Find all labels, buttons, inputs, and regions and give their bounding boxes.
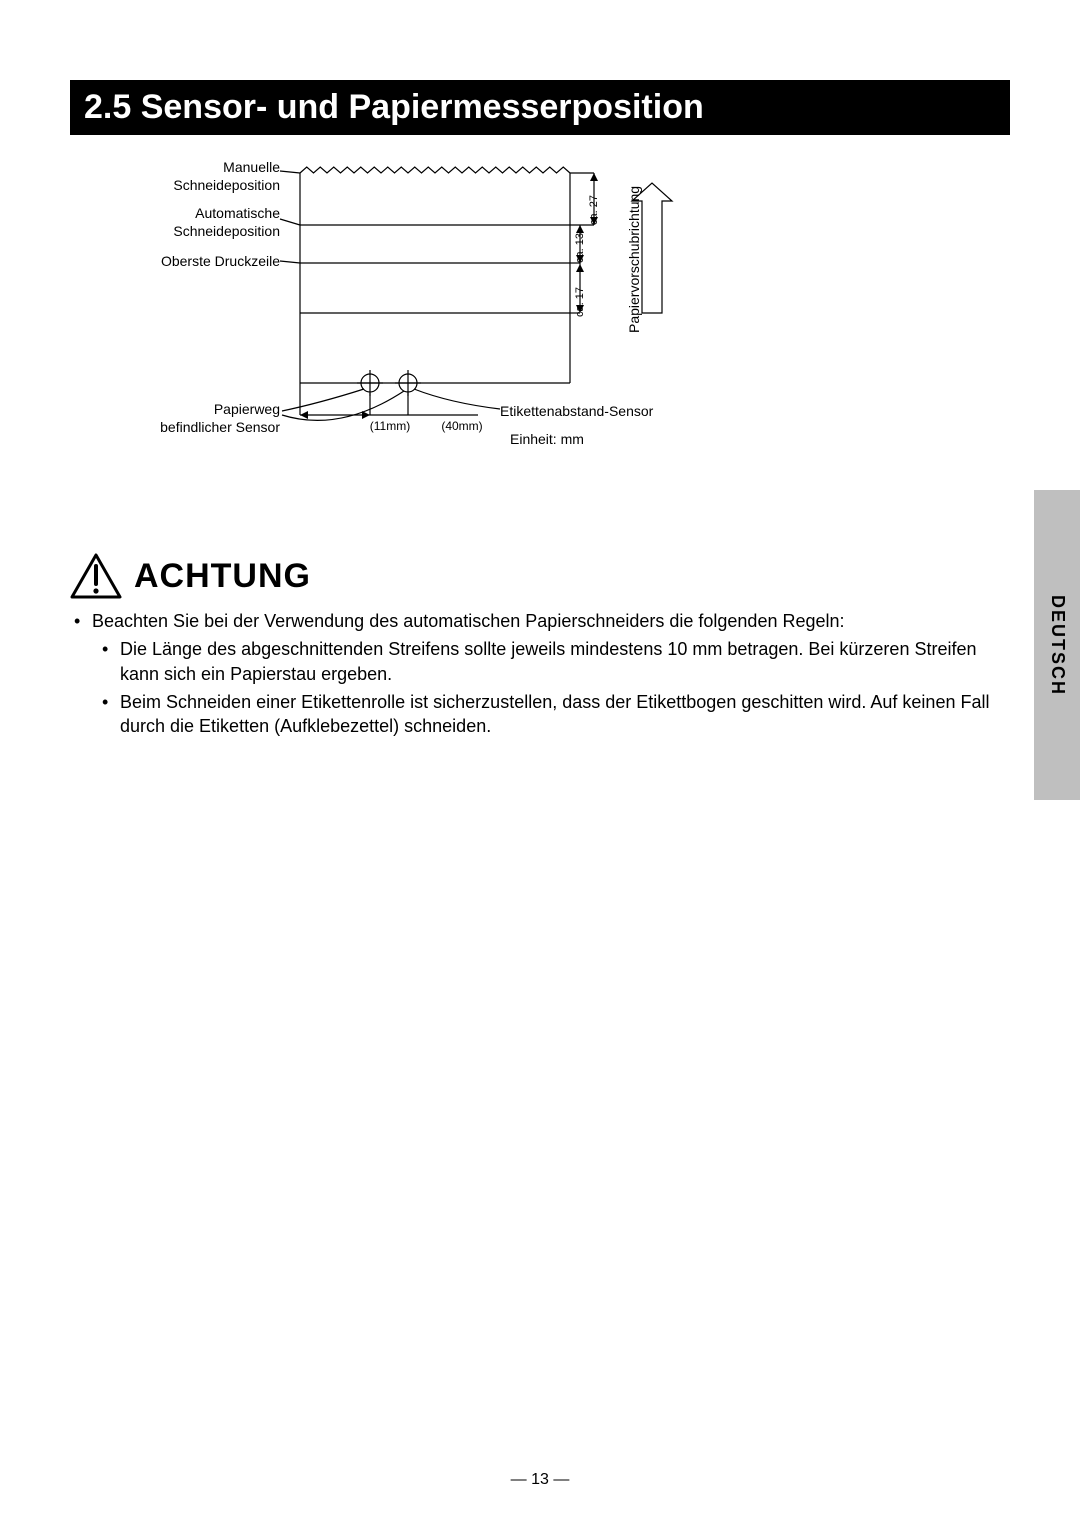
warning-inner-list: Die Länge des abgeschnittenden Streifens…: [92, 637, 1010, 738]
warning-heading: ACHTUNG: [70, 553, 1010, 599]
label-paper-path-sensor: Papierwegbefindlicher Sensor: [100, 401, 280, 436]
warning-icon: [70, 553, 122, 599]
label-gap-sensor: Etikettenabstand-Sensor: [500, 403, 720, 421]
list-item: Beachten Sie bei der Verwendung des auto…: [70, 609, 1010, 738]
warning-list: Beachten Sie bei der Verwendung des auto…: [70, 609, 1010, 738]
section-header: 2.5 Sensor- und Papiermesserposition: [70, 80, 1010, 135]
label-top-line: Oberste Druckzeile: [100, 253, 280, 271]
dim-17: ca. 17: [574, 287, 586, 317]
offset-11mm: (11mm): [368, 419, 412, 434]
language-tab: DEUTSCH: [1034, 490, 1080, 800]
list-item: Beim Schneiden einer Etikettenrolle ist …: [92, 690, 1010, 739]
label-auto-cut: AutomatischeSchneideposition: [100, 205, 280, 240]
sensor-position-diagram: ManuelleSchneideposition AutomatischeSch…: [110, 153, 1010, 493]
dim-13: ca. 13: [574, 233, 586, 263]
offset-40mm: (40mm): [440, 419, 484, 434]
warning-block: ACHTUNG Beachten Sie bei der Verwendung …: [70, 553, 1010, 738]
language-label: DEUTSCH: [1047, 594, 1068, 695]
warning-intro: Beachten Sie bei der Verwendung des auto…: [92, 611, 845, 631]
warning-title: ACHTUNG: [134, 557, 311, 596]
section-title: 2.5 Sensor- und Papiermesserposition: [84, 88, 704, 126]
label-feed-dir: Papiervorschubrichtung: [626, 186, 642, 333]
dim-27: ca. 27: [588, 195, 600, 225]
label-manual-cut: ManuelleSchneideposition: [100, 159, 280, 194]
label-unit: Einheit: mm: [510, 431, 710, 449]
page-number: — 13 —: [0, 1471, 1080, 1489]
list-item: Die Länge des abgeschnittenden Streifens…: [92, 637, 1010, 686]
